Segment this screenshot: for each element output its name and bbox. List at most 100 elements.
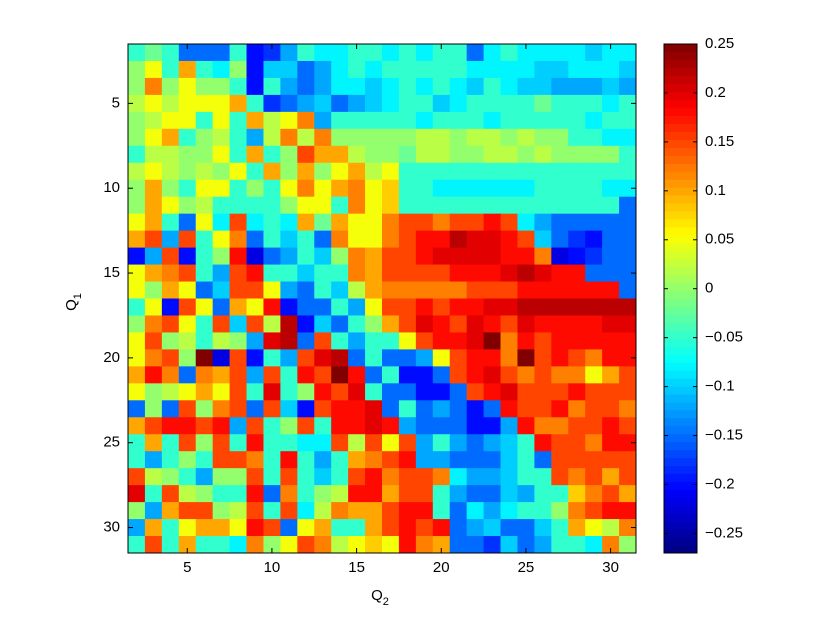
colorbar-step <box>664 378 697 387</box>
heatmap-cell <box>619 247 637 266</box>
heatmap-cell <box>398 44 417 62</box>
colorbar-step <box>664 250 697 260</box>
heatmap-cell <box>178 502 197 520</box>
heatmap-cell <box>161 383 180 401</box>
heatmap-cell <box>500 349 518 367</box>
heatmap-cell <box>551 332 569 350</box>
heatmap-cell <box>551 400 569 418</box>
heatmap-cell <box>195 44 214 62</box>
heatmap-cell <box>602 349 620 367</box>
heatmap-cell <box>161 349 180 367</box>
heatmap-cell <box>331 60 349 79</box>
heatmap-cell <box>331 230 349 249</box>
heatmap-cell <box>398 332 417 350</box>
heatmap-cell <box>415 213 434 232</box>
colorbar-step <box>664 409 697 419</box>
heatmap-cell <box>263 213 281 232</box>
heatmap-cell <box>551 519 569 537</box>
colorbar-tick-label: 0 <box>705 280 713 297</box>
heatmap-cell <box>619 315 637 333</box>
heatmap-cell <box>365 315 383 333</box>
heatmap-cell <box>585 519 603 537</box>
heatmap-cell <box>178 349 197 367</box>
heatmap-cell <box>415 60 434 79</box>
heatmap-cell <box>415 179 434 198</box>
heatmap-cell <box>568 128 586 147</box>
heatmap-cell <box>348 213 366 232</box>
heatmap-cell <box>348 434 366 452</box>
colorbar-step <box>664 91 697 101</box>
colorbar-step <box>664 218 697 228</box>
heatmap-cell <box>195 94 214 113</box>
colorbar-step <box>664 274 697 284</box>
heatmap-cell <box>517 128 535 147</box>
heatmap-cell <box>331 366 349 384</box>
heatmap-cell <box>483 434 502 452</box>
heatmap-cell <box>348 196 366 215</box>
heatmap-cell <box>568 179 586 198</box>
heatmap-cell <box>144 468 163 486</box>
heatmap-cell <box>551 434 569 452</box>
heatmap-cell <box>161 536 180 554</box>
heatmap-cell <box>534 94 552 113</box>
heatmap-cell <box>382 417 400 435</box>
colorbar-step <box>664 401 697 411</box>
heatmap-cell <box>195 400 214 418</box>
heatmap-cell <box>534 451 552 469</box>
colorbar-step <box>664 393 697 403</box>
heatmap-cell <box>314 94 332 113</box>
heatmap-cell <box>500 77 518 96</box>
heatmap-cell <box>432 230 451 249</box>
heatmap-cell <box>246 536 264 554</box>
heatmap-cell <box>246 281 264 299</box>
heatmap-cell <box>568 281 586 299</box>
heatmap-cell <box>229 502 248 520</box>
heatmap-cell <box>263 60 281 79</box>
heatmap-cell <box>483 213 502 232</box>
heatmap-cell <box>534 383 552 401</box>
heatmap-cell <box>178 332 197 350</box>
heatmap-cell <box>331 468 349 486</box>
heatmap-cell <box>551 281 569 299</box>
heatmap-cell <box>602 247 620 266</box>
heatmap-cell <box>212 196 231 215</box>
heatmap-cell <box>212 417 231 435</box>
heatmap-cell <box>212 128 231 147</box>
heatmap-cell <box>415 400 434 418</box>
heatmap-cell <box>415 366 434 384</box>
heatmap-cell <box>246 128 264 147</box>
heatmap-cell <box>178 519 197 537</box>
heatmap-cell <box>500 145 518 164</box>
heatmap-cell <box>128 315 146 333</box>
heatmap-cell <box>263 536 281 554</box>
heatmap-cell <box>602 44 620 62</box>
heatmap-cell <box>585 349 603 367</box>
heatmap-cell <box>398 417 417 435</box>
heatmap-cell <box>432 383 451 401</box>
heatmap-cell <box>128 44 146 62</box>
heatmap-cell <box>382 128 400 147</box>
heatmap-cell <box>551 145 569 164</box>
heatmap-cell <box>415 519 434 537</box>
heatmap-cell <box>585 400 603 418</box>
heatmap-cell <box>348 400 366 418</box>
heatmap-cell <box>449 383 468 401</box>
heatmap-cell <box>212 213 231 232</box>
heatmap-cell <box>297 349 315 367</box>
heatmap-cell <box>602 60 620 79</box>
heatmap-cell <box>500 315 518 333</box>
heatmap-cell <box>178 536 197 554</box>
heatmap-cell <box>500 213 518 232</box>
heatmap-cell <box>128 519 146 537</box>
heatmap-cell <box>128 298 146 316</box>
heatmap-cell <box>229 179 248 198</box>
heatmap-cell <box>551 111 569 130</box>
heatmap-cell <box>348 247 366 266</box>
x-tick-label: 15 <box>348 559 365 576</box>
heatmap-cell <box>483 44 502 62</box>
heatmap-cell <box>128 94 146 113</box>
heatmap-cell <box>229 145 248 164</box>
heatmap-cell <box>500 60 518 79</box>
heatmap-cell <box>178 44 197 62</box>
heatmap-cell <box>331 434 349 452</box>
